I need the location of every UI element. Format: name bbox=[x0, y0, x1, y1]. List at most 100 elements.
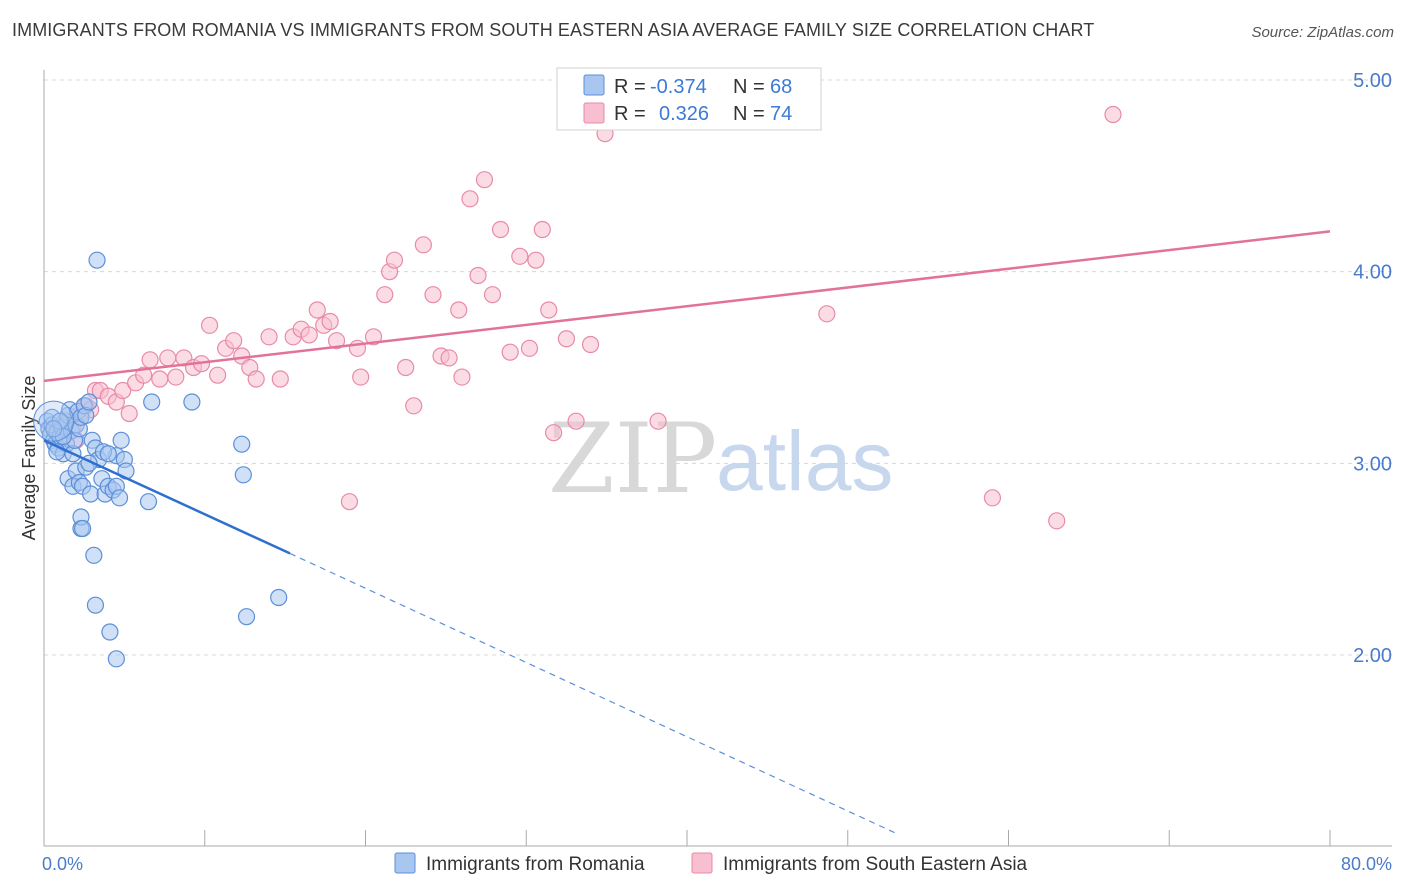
data-point bbox=[567, 412, 585, 430]
y-tick-labels: 2.00 3.00 4.00 5.00 bbox=[1353, 70, 1392, 667]
y-tick-label: 5.00 bbox=[1353, 70, 1392, 92]
stats-sea-r-label: R = bbox=[614, 103, 646, 125]
chart-title: IMMIGRANTS FROM ROMANIA VS IMMIGRANTS FR… bbox=[12, 20, 1095, 40]
data-point bbox=[247, 370, 265, 388]
legend-label-romania: Immigrants from Romania bbox=[426, 854, 645, 875]
data-point bbox=[491, 220, 510, 239]
stats-swatch-romania bbox=[583, 74, 605, 96]
data-point bbox=[99, 445, 117, 463]
data-point bbox=[1104, 105, 1122, 124]
stats-swatch-sea bbox=[583, 102, 605, 124]
data-point bbox=[110, 489, 129, 507]
data-point bbox=[86, 596, 105, 614]
legend: Immigrants from Romania Immigrants from … bbox=[394, 852, 1028, 875]
data-point bbox=[159, 349, 177, 367]
data-point bbox=[352, 368, 370, 386]
data-point bbox=[209, 366, 227, 384]
data-point bbox=[200, 316, 219, 334]
data-point bbox=[234, 466, 252, 484]
data-point bbox=[308, 301, 326, 319]
data-point bbox=[397, 358, 415, 377]
grid-lines bbox=[44, 79, 1392, 656]
data-point bbox=[450, 301, 468, 319]
data-point bbox=[260, 328, 278, 346]
data-point bbox=[82, 485, 100, 503]
data-point bbox=[167, 368, 185, 386]
trendline-romania-extension bbox=[289, 552, 897, 834]
watermark-atlas: atlas bbox=[716, 414, 893, 508]
data-point bbox=[271, 370, 289, 388]
data-point bbox=[376, 286, 394, 304]
data-point bbox=[183, 393, 201, 411]
data-point bbox=[80, 393, 98, 411]
data-point bbox=[135, 366, 153, 384]
data-point bbox=[340, 493, 359, 511]
trend-lines bbox=[43, 230, 1331, 834]
trendline-sea bbox=[43, 230, 1331, 383]
series-romania bbox=[33, 251, 288, 668]
legend-label-sea: Immigrants from South Eastern Asia bbox=[723, 854, 1028, 875]
trendline-romania bbox=[43, 439, 291, 555]
data-point bbox=[73, 519, 92, 538]
data-point bbox=[237, 608, 256, 626]
data-point bbox=[424, 286, 442, 304]
data-point bbox=[483, 286, 502, 304]
data-point bbox=[540, 301, 558, 319]
data-point bbox=[983, 489, 1002, 507]
data-point bbox=[511, 247, 529, 265]
data-point-cluster bbox=[33, 400, 75, 442]
y-axis-label: Average Family Size bbox=[19, 376, 39, 541]
stats-sea-r-value: 0.326 bbox=[659, 103, 709, 125]
data-point bbox=[1048, 512, 1066, 530]
data-point bbox=[270, 588, 288, 607]
legend-swatch-sea bbox=[691, 852, 713, 874]
y-tick-label: 2.00 bbox=[1353, 645, 1392, 667]
legend-swatch-romania bbox=[394, 852, 416, 874]
data-point bbox=[469, 266, 487, 285]
data-point bbox=[364, 328, 383, 346]
data-point bbox=[557, 330, 576, 348]
data-point bbox=[114, 381, 132, 400]
data-point bbox=[151, 370, 169, 388]
data-point bbox=[112, 431, 130, 449]
data-point bbox=[414, 236, 432, 254]
source-label: Source: ZipAtlas.com bbox=[1251, 24, 1394, 41]
x-axis-ticks bbox=[43, 830, 1331, 846]
x-tick-label-min: 0.0% bbox=[42, 854, 83, 874]
data-point bbox=[581, 335, 600, 354]
stats-romania-n-value: 68 bbox=[770, 76, 792, 98]
y-tick-label: 4.00 bbox=[1353, 262, 1392, 284]
data-point bbox=[101, 623, 119, 641]
stats-romania-r-label: R = bbox=[614, 76, 646, 98]
data-point bbox=[818, 305, 836, 323]
data-point bbox=[385, 251, 404, 269]
data-point bbox=[88, 251, 106, 269]
data-point bbox=[139, 493, 158, 511]
y-tick-label: 3.00 bbox=[1353, 453, 1392, 475]
x-tick-label-max: 80.0% bbox=[1341, 854, 1392, 874]
data-point bbox=[649, 412, 667, 430]
data-point bbox=[321, 312, 339, 331]
data-point bbox=[120, 404, 138, 423]
stats-romania-r-value: -0.374 bbox=[650, 76, 707, 98]
data-point bbox=[440, 349, 458, 367]
data-point bbox=[107, 650, 125, 668]
data-point bbox=[501, 343, 519, 361]
data-point bbox=[453, 368, 471, 386]
data-point bbox=[475, 171, 494, 189]
data-point bbox=[85, 546, 103, 564]
data-point bbox=[533, 220, 551, 239]
data-point bbox=[544, 424, 563, 442]
data-point bbox=[45, 420, 63, 438]
data-point bbox=[141, 351, 159, 369]
data-point bbox=[527, 251, 545, 269]
data-point bbox=[327, 332, 346, 350]
data-point bbox=[461, 190, 479, 208]
stats-sea-n-value: 74 bbox=[770, 103, 792, 125]
data-point bbox=[300, 326, 318, 344]
stats-box: R = -0.374 N = 68 R = 0.326 N = 74 bbox=[556, 67, 822, 131]
stats-romania-n-label: N = bbox=[733, 76, 765, 98]
data-point bbox=[233, 435, 251, 453]
data-point bbox=[143, 393, 161, 411]
